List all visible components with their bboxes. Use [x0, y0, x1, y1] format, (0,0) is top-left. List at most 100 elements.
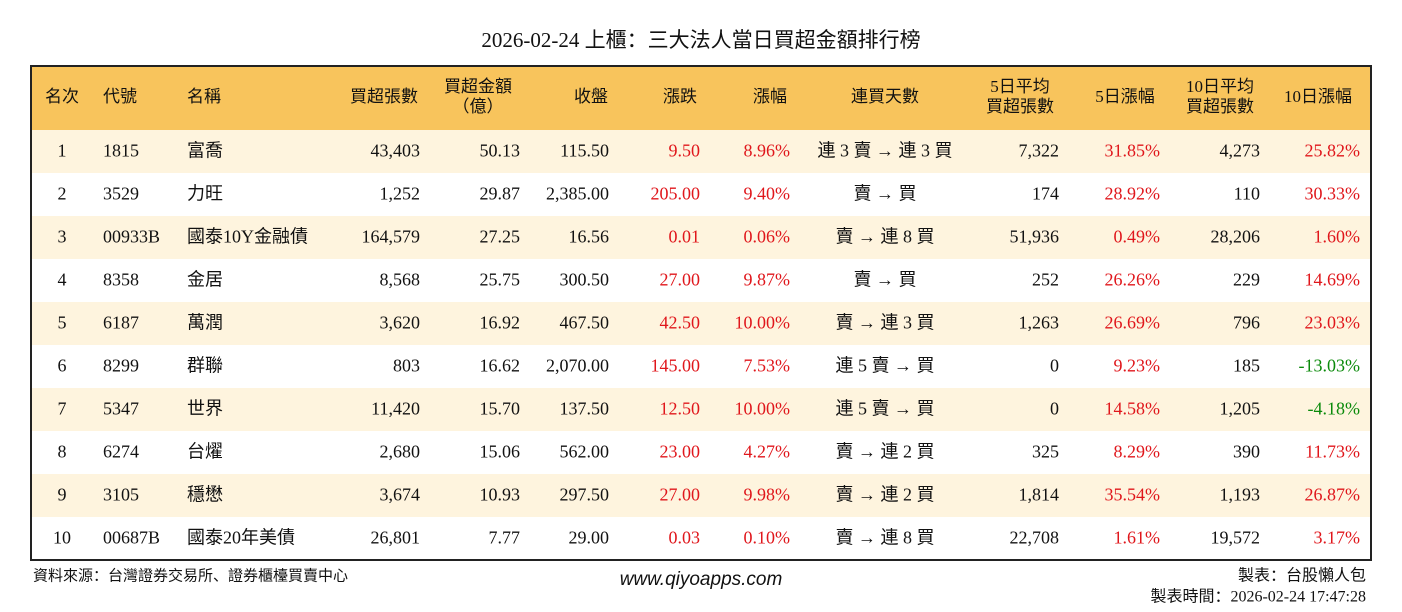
cell: 8,568: [380, 270, 421, 290]
cell: 11,420: [371, 399, 420, 419]
cell: 穩懋: [187, 485, 223, 505]
cell: 8: [58, 442, 67, 462]
cell: 6187: [103, 313, 139, 333]
column-header: 名次: [45, 87, 79, 106]
cell: 50.13: [480, 141, 521, 161]
cell: 7: [58, 399, 67, 419]
source: 資料來源：台灣證券交易所、證券櫃檯買賣中心: [33, 566, 348, 584]
cell: 0.06%: [744, 227, 791, 247]
column-header: 買超張數: [350, 87, 418, 106]
cell: 205.00: [651, 184, 701, 204]
cell: 6274: [103, 442, 139, 462]
cell: 8.29%: [1114, 442, 1161, 462]
column-header: 收盤: [574, 87, 608, 106]
row-bg: [31, 517, 1371, 560]
cell: 00933B: [103, 227, 160, 247]
cell: 力旺: [187, 184, 223, 204]
title: 2026-02-24 上櫃：三大法人當日買超金額排行榜: [481, 28, 920, 52]
cell: 賣 → 連 3 買: [836, 313, 935, 333]
cell: 世界: [187, 399, 223, 419]
cell: 4,273: [1220, 141, 1261, 161]
cell: 1815: [103, 141, 139, 161]
cell: 16.62: [480, 356, 521, 376]
cell: 14.58%: [1105, 399, 1161, 419]
cell: 11.73%: [1305, 442, 1360, 462]
cell: 1,814: [1019, 485, 1060, 505]
cell: 562.00: [560, 442, 610, 462]
column-header: （億）: [453, 97, 504, 116]
column-header: 代號: [103, 87, 137, 106]
column-header: 5日平均: [990, 77, 1050, 96]
cell: 174: [1032, 184, 1059, 204]
cell: 10.00%: [735, 313, 791, 333]
column-header: 買超張數: [1186, 97, 1254, 116]
row-bg: [31, 173, 1371, 216]
cell: 115.50: [560, 141, 609, 161]
cell: 9.50: [669, 141, 701, 161]
cell: 10: [53, 528, 71, 548]
cell: 1,263: [1019, 313, 1060, 333]
cell: 2,385.00: [546, 184, 609, 204]
cell: 3.17%: [1314, 528, 1361, 548]
cell: 164,579: [362, 227, 421, 247]
cell: 9: [58, 485, 67, 505]
column-header: 名稱: [187, 87, 221, 106]
cell: 2,680: [380, 442, 421, 462]
cell: 3529: [103, 184, 139, 204]
cell: 2,070.00: [546, 356, 609, 376]
cell: 26.87%: [1305, 485, 1361, 505]
time: 製表時間：2026-02-24 17:47:28: [1150, 588, 1366, 606]
cell: 9.23%: [1114, 356, 1161, 376]
row-bg: [31, 216, 1371, 259]
column-header: 買超張數: [986, 97, 1054, 116]
row-bg: [31, 259, 1371, 302]
cell: 0: [1050, 399, 1059, 419]
cell: 25.82%: [1305, 141, 1361, 161]
column-header: 10日平均: [1186, 77, 1254, 96]
cell: 30.33%: [1305, 184, 1361, 204]
cell: 1,193: [1220, 485, 1261, 505]
cell: 1: [58, 141, 67, 161]
cell: 群聯: [187, 356, 223, 376]
cell: 3,620: [380, 313, 421, 333]
cell: 252: [1032, 270, 1059, 290]
cell: 0: [1050, 356, 1059, 376]
cell: 5: [58, 313, 67, 333]
cell: 29.00: [569, 528, 610, 548]
cell: -4.18%: [1308, 399, 1361, 419]
cell: 9.98%: [744, 485, 791, 505]
column-header: 5日漲幅: [1095, 87, 1155, 106]
cell: -13.03%: [1299, 356, 1361, 376]
cell: 110: [1234, 184, 1260, 204]
cell: 4.27%: [744, 442, 791, 462]
cell: 1.61%: [1114, 528, 1161, 548]
cell: 4: [58, 270, 67, 290]
cell: 0.01: [669, 227, 701, 247]
table-border: [30, 65, 1372, 561]
cell: 連 5 賣 → 買: [836, 356, 935, 376]
row-bg: [31, 130, 1371, 173]
row-bg: [31, 388, 1371, 431]
cell: 27.25: [480, 227, 521, 247]
cell: 富喬: [187, 141, 223, 161]
cell: 26.26%: [1105, 270, 1161, 290]
cell: 16.56: [569, 227, 610, 247]
cell: 0.10%: [744, 528, 791, 548]
cell: 300.50: [560, 270, 610, 290]
cell: 31.85%: [1105, 141, 1161, 161]
cell: 金居: [187, 270, 223, 290]
cell: 6: [58, 356, 67, 376]
cell: 3105: [103, 485, 139, 505]
cell: 27.00: [660, 270, 701, 290]
cell: 137.50: [560, 399, 610, 419]
cell: 796: [1233, 313, 1260, 333]
cell: 467.50: [560, 313, 610, 333]
cell: 7,322: [1019, 141, 1060, 161]
cell: 229: [1233, 270, 1260, 290]
cell: 連 5 賣 → 買: [836, 399, 935, 419]
cell: 國泰20年美債: [187, 528, 295, 548]
cell: 29.87: [480, 184, 521, 204]
cell: 22,708: [1010, 528, 1060, 548]
cell: 23.00: [660, 442, 701, 462]
